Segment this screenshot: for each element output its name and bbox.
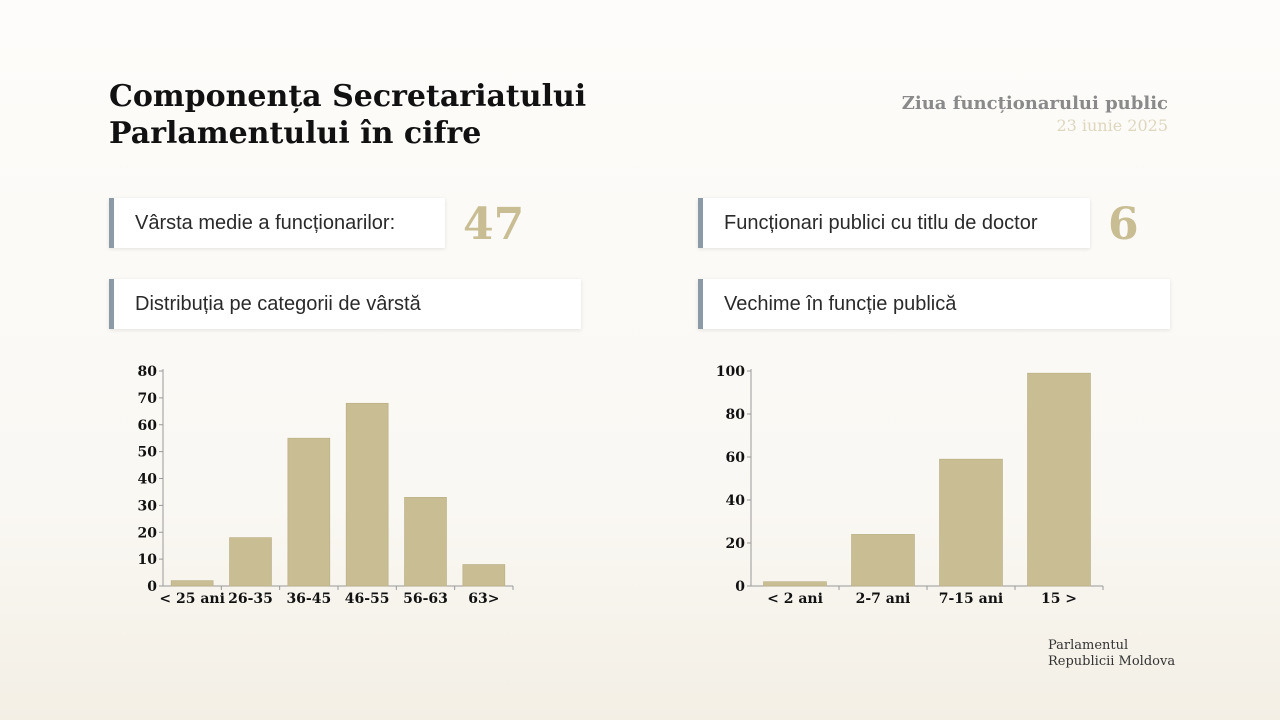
y-tick-label: 30 xyxy=(138,498,158,514)
x-tick-label: 63> xyxy=(468,591,499,607)
y-tick-label: 100 xyxy=(716,364,745,380)
event-info: Ziua funcționarului public 23 iunie 2025 xyxy=(902,92,1168,136)
x-tick-label: < 25 ani xyxy=(159,591,225,607)
bar xyxy=(763,581,827,587)
x-tick-label: 7-15 ani xyxy=(939,591,1003,607)
seniority-title: Vechime în funcție publică xyxy=(724,292,957,315)
x-tick-label: 2-7 ani xyxy=(856,591,911,607)
y-tick-label: 0 xyxy=(735,579,745,595)
age-distribution-chart: 0 10 20 30 40 50 60 70 80 < 25 ani 26-35 36-45 46-55… xyxy=(138,364,514,607)
bar xyxy=(287,437,331,587)
x-tick-label: 26-35 xyxy=(228,591,273,607)
y-tick-label: 40 xyxy=(726,493,746,509)
seniority-chart: 0 20 40 60 80 100 < 2 ani 2-7 ani 7-15 ani 15 > xyxy=(716,364,1104,607)
avg-age-value: 47 xyxy=(463,199,525,250)
bar xyxy=(404,497,447,587)
x-tick-label: < 2 ani xyxy=(767,591,823,607)
bar xyxy=(1027,372,1091,587)
y-tick-label: 80 xyxy=(726,407,746,423)
y-tick-label: 0 xyxy=(147,579,157,595)
y-tick-label: 60 xyxy=(138,418,158,434)
y-tick-label: 70 xyxy=(138,391,158,407)
y-tick-label: 60 xyxy=(726,450,746,466)
avg-age-label: Vârsta medie a funcționarilor: xyxy=(135,211,396,234)
y-tick-label: 20 xyxy=(138,525,158,541)
x-tick-label: 15 > xyxy=(1041,591,1077,607)
bar xyxy=(462,564,506,587)
page-title: Componența Secretariatului Parlamentului… xyxy=(109,78,586,152)
age-distribution-card: Distribuția pe categorii de vârstă xyxy=(109,279,581,329)
seniority-card: Vechime în funcție publică xyxy=(698,279,1170,329)
bar xyxy=(345,402,389,587)
x-tick-label: 46-55 xyxy=(345,591,390,607)
y-tick-label: 50 xyxy=(138,445,158,461)
bar xyxy=(229,537,272,587)
title-line-1: Componența Secretariatului xyxy=(109,79,587,114)
doctors-label: Funcționari publici cu titlu de doctor xyxy=(724,211,1038,234)
bar xyxy=(851,534,915,587)
x-tick-label: 36-45 xyxy=(286,591,331,607)
y-tick-label: 10 xyxy=(138,552,158,568)
age-distribution-title: Distribuția pe categorii de vârstă xyxy=(135,292,421,315)
event-date: 23 iunie 2025 xyxy=(1056,116,1168,135)
y-tick-label: 80 xyxy=(138,364,158,380)
y-tick-label: 20 xyxy=(726,536,746,552)
doctors-value: 6 xyxy=(1108,199,1139,250)
title-line-2: Parlamentului în cifre xyxy=(109,116,482,151)
footer-logo-text: Parlamentul Republicii Moldova xyxy=(1048,638,1175,670)
y-tick-label: 40 xyxy=(138,472,158,488)
avg-age-card: Vârsta medie a funcționarilor: xyxy=(109,198,445,248)
doctors-card: Funcționari publici cu titlu de doctor xyxy=(698,198,1090,248)
bar xyxy=(939,458,1003,587)
bar xyxy=(170,580,214,587)
x-tick-label: 56-63 xyxy=(403,591,448,607)
footer-line-1: Parlamentul xyxy=(1048,638,1129,653)
footer-line-2: Republicii Moldova xyxy=(1048,654,1176,669)
event-name: Ziua funcționarului public xyxy=(901,93,1168,114)
